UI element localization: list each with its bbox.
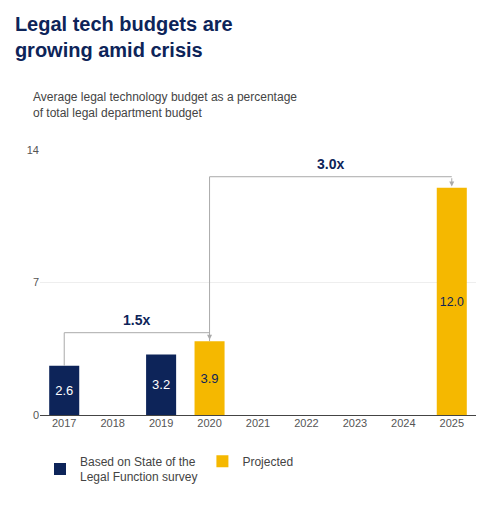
svg-text:Projected: Projected xyxy=(242,455,293,469)
svg-text:2021: 2021 xyxy=(246,417,270,429)
svg-text:Average legal technology budge: Average legal technology budget as a per… xyxy=(33,90,297,120)
svg-text:2025: 2025 xyxy=(440,417,464,429)
svg-text:1.5x: 1.5x xyxy=(123,312,150,328)
svg-text:2.6: 2.6 xyxy=(55,383,73,398)
svg-text:2023: 2023 xyxy=(343,417,367,429)
svg-text:2018: 2018 xyxy=(100,417,124,429)
svg-text:2024: 2024 xyxy=(391,417,415,429)
svg-text:3.0x: 3.0x xyxy=(317,156,344,172)
svg-text:7: 7 xyxy=(33,276,39,288)
svg-text:14: 14 xyxy=(27,144,39,156)
svg-text:2019: 2019 xyxy=(149,417,173,429)
svg-text:3.9: 3.9 xyxy=(201,371,219,386)
svg-text:12.0: 12.0 xyxy=(440,295,464,309)
svg-text:2020: 2020 xyxy=(197,417,221,429)
svg-text:Legal tech budgets aregrowing: Legal tech budgets aregrowing amid crisi… xyxy=(15,13,233,61)
svg-text:2017: 2017 xyxy=(52,417,76,429)
svg-text:0: 0 xyxy=(33,409,39,421)
svg-text:2022: 2022 xyxy=(294,417,318,429)
svg-text:Based on State of theLegal Fun: Based on State of theLegal Function surv… xyxy=(80,455,197,485)
svg-text:3.2: 3.2 xyxy=(152,377,170,392)
